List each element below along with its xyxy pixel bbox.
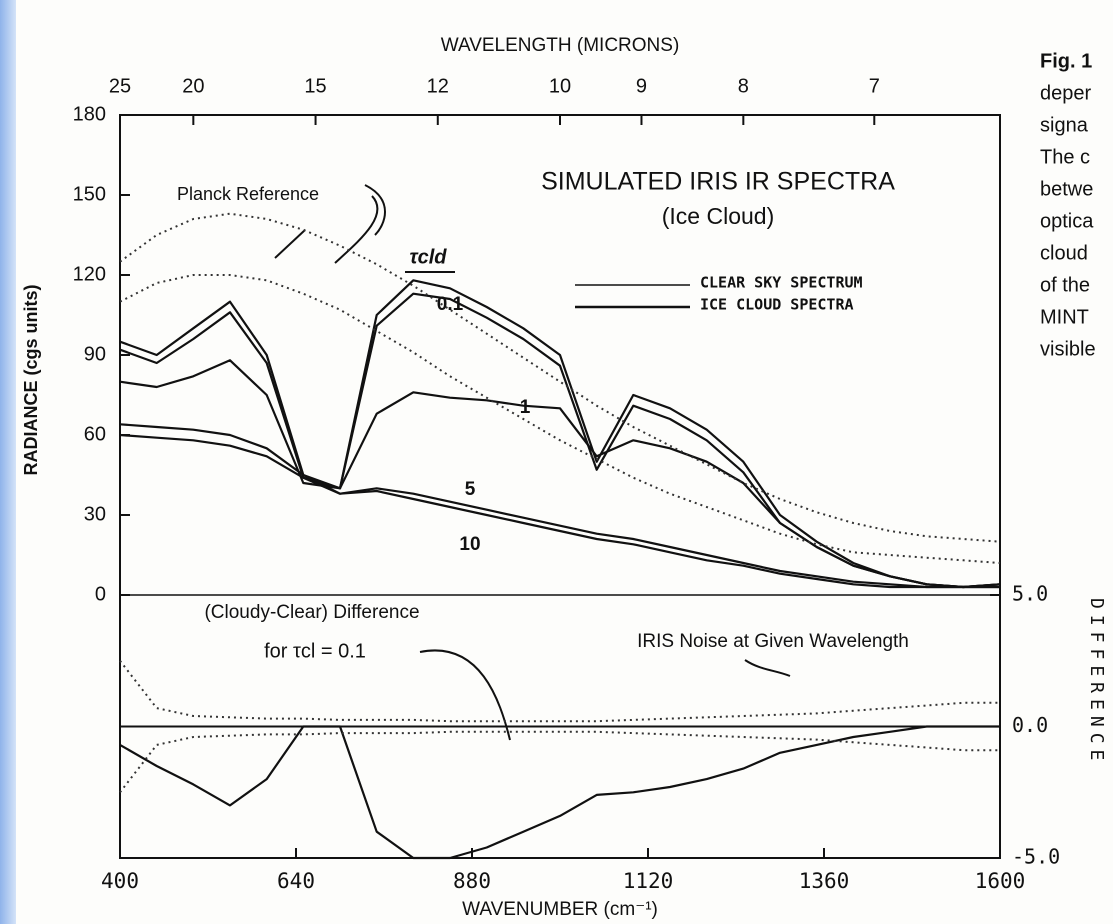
y-tick-label: 180 [73, 103, 106, 125]
caption-line: optica [1040, 210, 1094, 232]
caption-line: signa [1040, 114, 1089, 136]
x2-tick-label: 20 [182, 75, 204, 97]
annotation: (Cloudy-Clear) Difference [204, 602, 419, 623]
x-tick-label: 1360 [799, 869, 850, 893]
arrow [744, 659, 791, 677]
series-line [119, 660, 1000, 723]
series-line [119, 274, 1001, 564]
chart-subtitle: (Ice Cloud) [662, 203, 774, 229]
x-tick-label: 640 [277, 869, 315, 893]
y-tick-label: 150 [73, 183, 106, 205]
x-tick-label: 1600 [975, 869, 1026, 893]
series-line [119, 725, 1000, 860]
x-axis-label: WAVENUMBER (cm⁻¹) [462, 899, 658, 920]
y-tick-label: 30 [84, 503, 106, 525]
series-line [119, 279, 1001, 589]
caption-line: cloud [1040, 242, 1088, 264]
x-tick-label: 1120 [623, 869, 674, 893]
series-line [119, 212, 1001, 543]
caption-line: deper [1040, 82, 1091, 104]
series-label: 1 [520, 397, 531, 418]
legend-label: CLEAR SKY SPECTRUM [700, 274, 863, 292]
x2-tick-label: 9 [636, 75, 647, 97]
annotation: for τcl = 0.1 [264, 640, 366, 662]
y2-tick-label: -5.0 [1012, 845, 1060, 869]
x2-tick-label: 10 [549, 75, 571, 97]
caption-line: Fig. 1 [1040, 50, 1092, 72]
x-tick-label: 400 [101, 869, 139, 893]
legend-label: ICE CLOUD SPECTRA [700, 296, 854, 314]
x2-tick-label: 7 [869, 75, 880, 97]
caption-line: MINT [1040, 306, 1089, 328]
caption-line: betwe [1040, 178, 1093, 200]
x2-tick-label: 8 [738, 75, 749, 97]
arrow [419, 649, 511, 741]
series-line [119, 423, 1000, 589]
annotation: IRIS Noise at Given Wavelength [637, 631, 909, 652]
series-label: 10 [459, 534, 480, 555]
caption-line: visible [1040, 338, 1096, 360]
y2-tick-label: 5.0 [1012, 582, 1048, 606]
series-line [119, 359, 1001, 589]
series-label: 5 [465, 479, 476, 500]
y2-axis-label: DIFFERENCE [1086, 598, 1107, 766]
x2-axis-label: WAVELENGTH (MICRONS) [441, 35, 680, 56]
series-line [119, 433, 1000, 589]
x-tick-label: 880 [453, 869, 491, 893]
series-label: 0.1 [437, 294, 464, 315]
y-tick-label: 0 [95, 583, 106, 605]
annotation: Planck Reference [177, 184, 319, 204]
x2-tick-label: 25 [109, 75, 131, 97]
caption-line: of the [1040, 274, 1090, 296]
x2-tick-label: 12 [427, 75, 449, 97]
series-line [119, 730, 1000, 793]
arrow [274, 229, 306, 259]
chart-title: SIMULATED IRIS IR SPECTRA [541, 168, 895, 196]
x2-tick-label: 15 [304, 75, 326, 97]
y-tick-label: 120 [73, 263, 106, 285]
y-tick-label: 90 [84, 343, 106, 365]
caption-line: The c [1040, 146, 1090, 168]
y2-tick-label: 0.0 [1012, 713, 1048, 737]
arrow [334, 184, 386, 264]
paper [16, 0, 1113, 924]
page-edge [0, 0, 16, 924]
y-tick-label: 60 [84, 423, 106, 445]
y-axis-label: RADIANCE (cgs units) [21, 284, 41, 475]
annotation: τcld [409, 246, 447, 268]
